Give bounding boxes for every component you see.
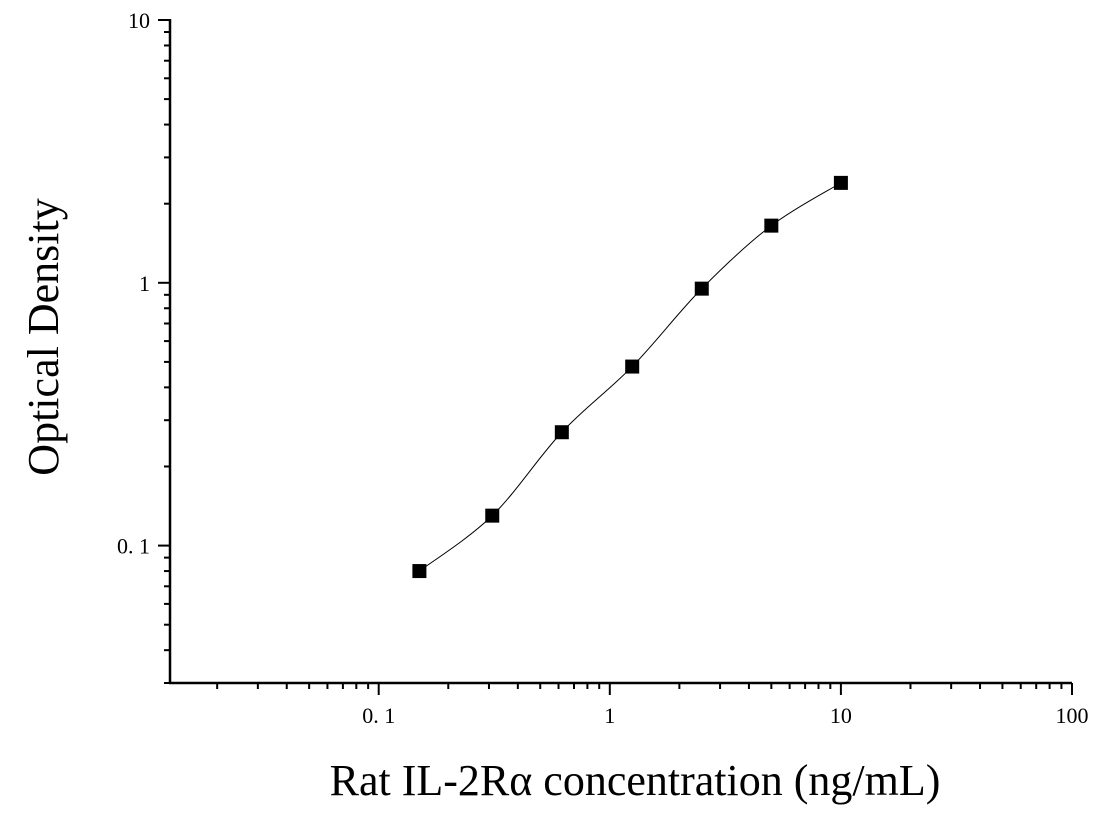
data-point bbox=[485, 508, 500, 523]
x-axis-title: Rat IL-2Rα concentration (ng/mL) bbox=[330, 756, 941, 805]
y-axis-title: Optical Density bbox=[19, 198, 68, 475]
x-tick-label: 10 bbox=[830, 703, 852, 728]
y-tick-label: 0. 1 bbox=[117, 534, 150, 559]
data-point bbox=[412, 564, 427, 579]
points-layer bbox=[412, 175, 848, 579]
y-tick-label: 10 bbox=[128, 8, 150, 33]
data-point bbox=[833, 175, 848, 190]
y-tick-label: 1 bbox=[139, 271, 150, 296]
data-point bbox=[764, 218, 779, 233]
fit-curve bbox=[419, 182, 842, 572]
data-point bbox=[625, 359, 640, 374]
data-point bbox=[694, 281, 709, 296]
ticks-layer: 0. 1 1 10 100 0. 1 1 10 bbox=[117, 8, 1089, 728]
x-tick-label: 1 bbox=[604, 703, 615, 728]
x-tick-label: 0. 1 bbox=[362, 703, 395, 728]
data-point bbox=[554, 425, 569, 440]
x-tick-label: 100 bbox=[1056, 703, 1089, 728]
